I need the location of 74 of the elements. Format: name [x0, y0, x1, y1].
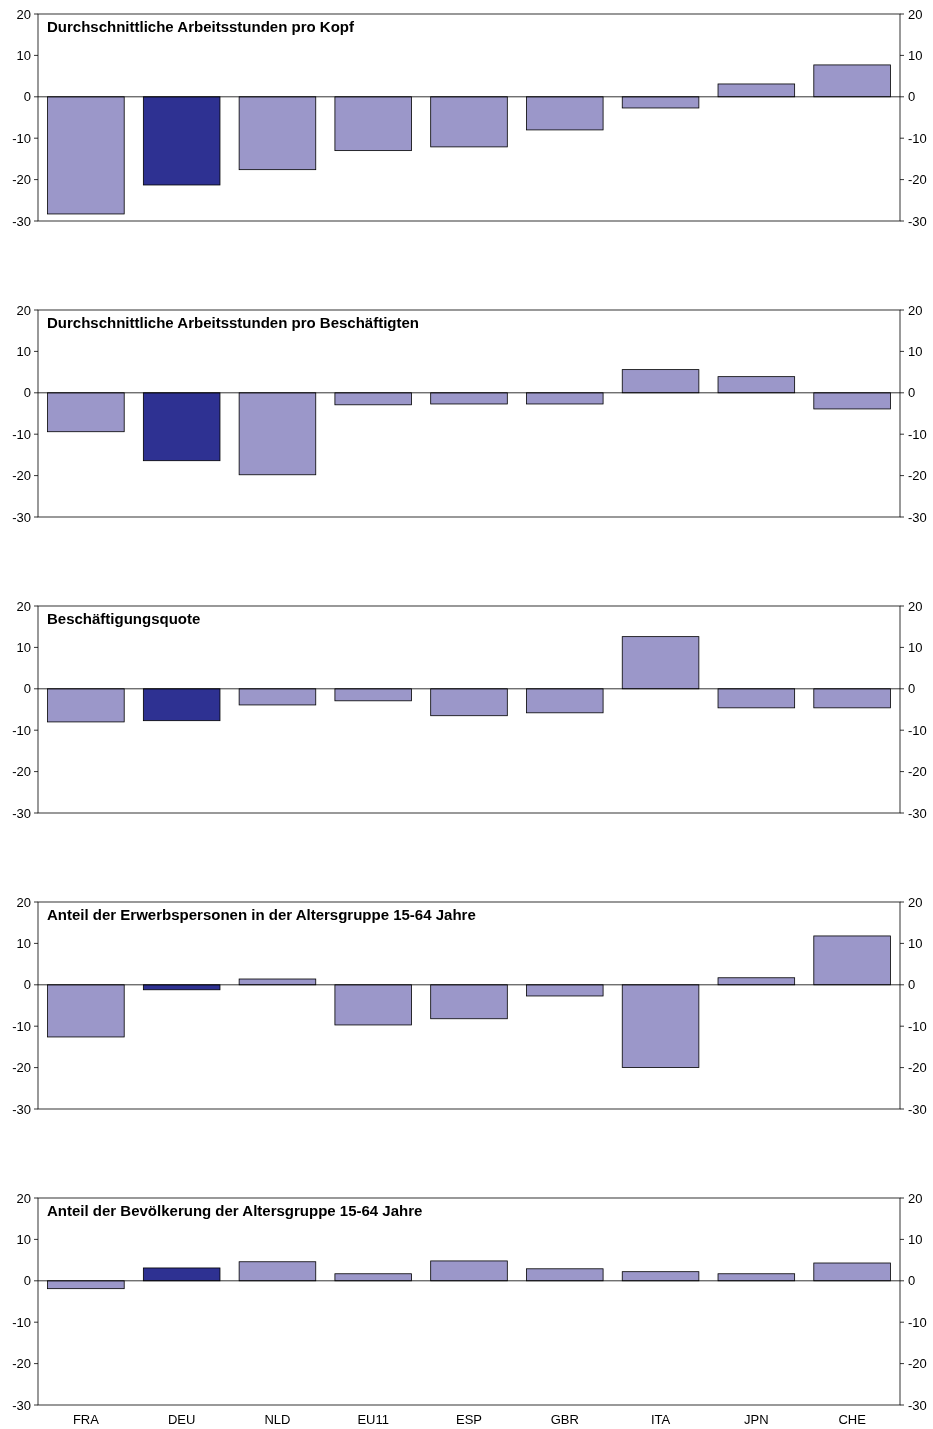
y-tick-label: 10: [16, 343, 31, 359]
y2-tick-label: -30: [908, 509, 927, 525]
y-tick-label: -10: [12, 1018, 31, 1034]
x-tick-label: JPN: [744, 1412, 769, 1427]
y-tick-label: 0: [23, 385, 31, 401]
y-tick-label: -10: [12, 426, 31, 442]
y2-tick-label: 10: [908, 1231, 923, 1247]
y2-tick-label: 10: [908, 343, 923, 359]
y2-tick-label: 20: [908, 302, 923, 318]
x-tick-label: ESP: [455, 1412, 483, 1427]
y2-tick-label: -20: [908, 172, 927, 188]
y-tick-label: -10: [12, 130, 31, 146]
y2-tick-label: -30: [908, 1101, 927, 1117]
x-tick-label: CHE: [838, 1412, 867, 1427]
y2-tick-label: 20: [908, 598, 923, 614]
y2-tick-label: -20: [908, 1356, 927, 1372]
y2-tick-label: 20: [908, 894, 923, 910]
y2-tick-label: -20: [908, 468, 927, 484]
y2-tick-label: -30: [908, 213, 927, 229]
x-tick-label: DEU: [167, 1412, 196, 1427]
y-tick-label: 0: [23, 1273, 31, 1289]
y-tick-label: 20: [16, 598, 31, 614]
y-tick-label: -20: [12, 172, 31, 188]
y2-tick-label: -10: [908, 722, 927, 738]
y2-tick-label: 0: [908, 1273, 916, 1289]
y-tick-label: -10: [12, 722, 31, 738]
x-tick-label: GBR: [550, 1412, 579, 1427]
x-tick-label: FRA: [72, 1412, 100, 1427]
y2-tick-label: 0: [908, 977, 916, 993]
y-tick-label: -20: [12, 468, 31, 484]
y-tick-label: 10: [16, 1231, 31, 1247]
chart-title: Beschäftigungsquote: [47, 610, 201, 627]
x-tick-label: NLD: [264, 1412, 291, 1427]
y-tick-label: -30: [12, 1397, 31, 1413]
y2-tick-label: -30: [908, 805, 927, 821]
y-tick-label: -20: [12, 1060, 31, 1076]
y2-tick-label: 0: [908, 681, 916, 697]
y2-tick-label: 10: [908, 639, 923, 655]
y2-tick-label: -20: [908, 764, 927, 780]
chart-title: Durchschnittliche Arbeitsstunden pro Kopf: [47, 18, 355, 35]
y-tick-label: 0: [23, 681, 31, 697]
y-tick-label: -20: [12, 1356, 31, 1372]
y2-tick-label: -30: [908, 1397, 927, 1413]
x-tick-label: ITA: [650, 1412, 671, 1427]
y2-tick-label: -10: [908, 1018, 927, 1034]
y-tick-label: 0: [23, 977, 31, 993]
y2-tick-label: -10: [908, 130, 927, 146]
y2-tick-label: -10: [908, 426, 927, 442]
y2-tick-label: 10: [908, 47, 923, 63]
x-tick-label: EU11: [357, 1412, 389, 1427]
chart-title: Anteil der Erwerbspersonen in der Altersgruppe 15-64 Jahre: [47, 906, 476, 923]
y-tick-label: -30: [12, 1101, 31, 1117]
chart-title: Anteil der Bevölkerung der Altersgruppe 15-64 Jahre: [47, 1202, 423, 1219]
y2-tick-label: 0: [908, 385, 916, 401]
y2-tick-label: -10: [908, 1314, 927, 1330]
y2-tick-label: 10: [908, 935, 923, 951]
y2-tick-label: 20: [908, 1190, 923, 1206]
y-tick-label: 20: [16, 6, 31, 22]
y-tick-label: -10: [12, 1314, 31, 1330]
y-tick-label: -30: [12, 213, 31, 229]
y2-tick-label: 20: [908, 6, 923, 22]
y-tick-label: 10: [16, 935, 31, 951]
y-tick-label: 10: [16, 639, 31, 655]
y-tick-label: 20: [16, 1190, 31, 1206]
y-tick-label: -20: [12, 764, 31, 780]
y-tick-label: 20: [16, 894, 31, 910]
y-tick-label: 10: [16, 47, 31, 63]
y2-tick-label: -20: [908, 1060, 927, 1076]
y2-tick-label: 0: [908, 89, 916, 105]
y-tick-label: 20: [16, 302, 31, 318]
chart-title: Durchschnittliche Arbeitsstunden pro Beschäftigten: [47, 314, 419, 331]
y-tick-label: -30: [12, 509, 31, 525]
y-tick-label: -30: [12, 805, 31, 821]
y-tick-label: 0: [23, 89, 31, 105]
